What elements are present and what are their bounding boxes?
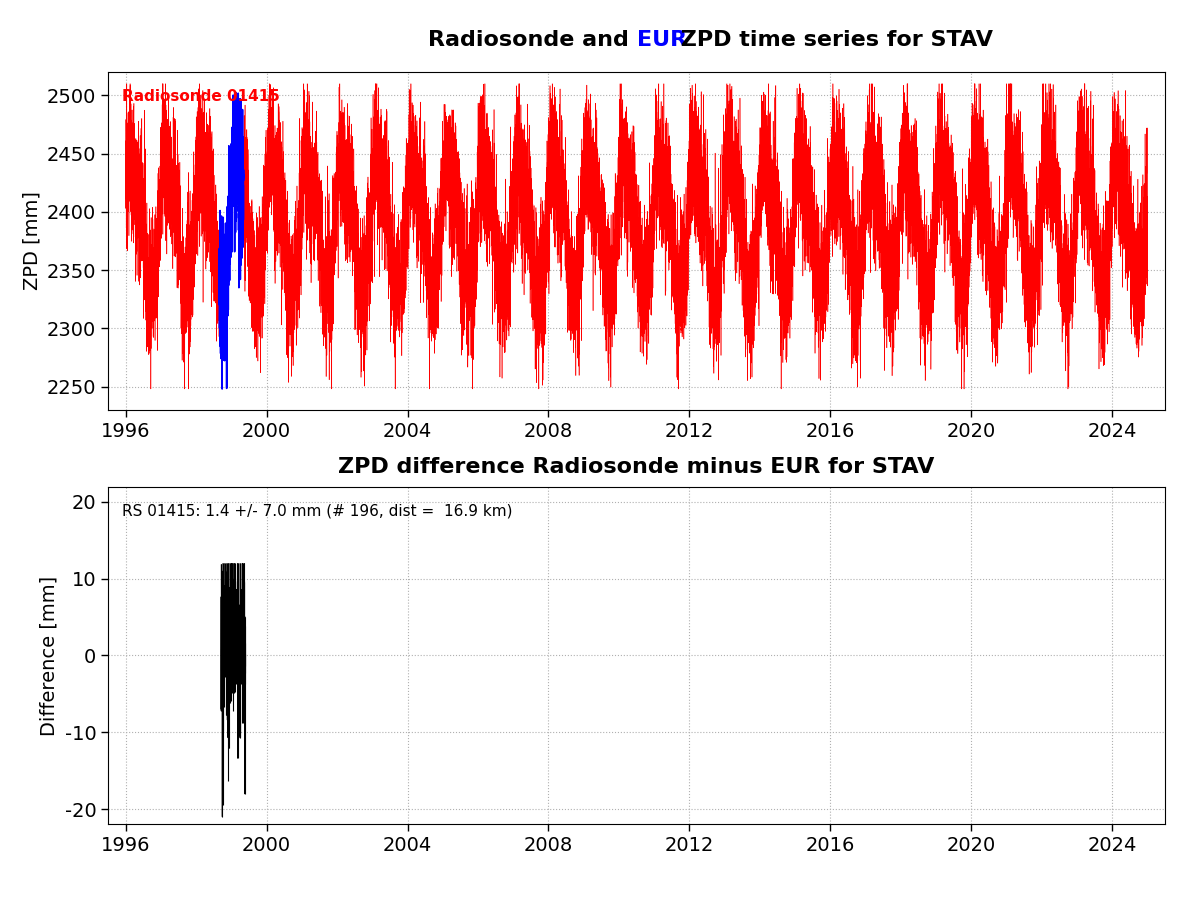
Text: Radiosonde and: Radiosonde and	[428, 30, 637, 50]
Text: EUR: EUR	[637, 30, 687, 50]
Text: Radiosonde 01415: Radiosonde 01415	[121, 89, 280, 104]
Y-axis label: Difference [mm]: Difference [mm]	[40, 576, 59, 735]
Y-axis label: ZPD [mm]: ZPD [mm]	[23, 192, 41, 290]
Text: ZPD time series for STAV: ZPD time series for STAV	[673, 30, 992, 50]
Text: RS 01415: 1.4 +/- 7.0 mm (# 196, dist =  16.9 km): RS 01415: 1.4 +/- 7.0 mm (# 196, dist = …	[121, 504, 513, 518]
Title: ZPD difference Radiosonde minus EUR for STAV: ZPD difference Radiosonde minus EUR for …	[339, 457, 934, 477]
